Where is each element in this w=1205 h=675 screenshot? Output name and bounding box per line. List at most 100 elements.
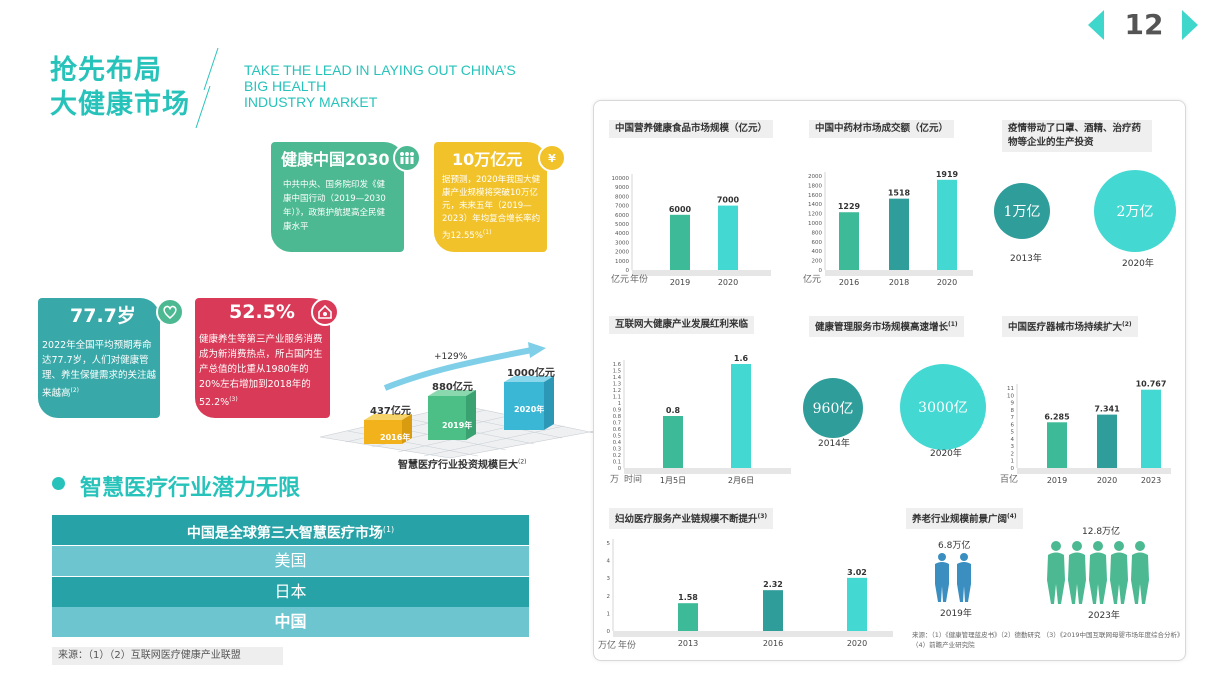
people-icon bbox=[393, 144, 421, 172]
card-tertiary-share: 52.5% 健康养生等第三产业服务消费成为新消费热点，所占国内生产总值的比重从1… bbox=[195, 298, 339, 418]
y-tick-label: 3 bbox=[607, 576, 611, 582]
internet-x-unit: 时间 bbox=[624, 475, 643, 485]
chart-title-epidemic: 疫情带动了口罩、酒精、治疗药物等企业的生产投资 bbox=[1002, 120, 1152, 152]
growth-arrow-icon bbox=[383, 347, 533, 391]
elderly-value-2023: 12.8万亿 bbox=[1082, 527, 1121, 537]
rank-row-japan: 日本 bbox=[52, 577, 529, 607]
bar-value-label: 1518 bbox=[888, 189, 911, 198]
y-tick-label: 0 bbox=[618, 466, 621, 472]
bar-value-label: 6000 bbox=[669, 205, 692, 214]
card-ten-trillion-note: (1) bbox=[482, 229, 492, 236]
y-tick-label: 400 bbox=[812, 249, 823, 255]
bubble-epidemic-2020-year: 2020年 bbox=[1122, 259, 1154, 269]
chart-title-device: 中国医疗器械市场持续扩大(2) bbox=[1002, 316, 1138, 338]
nutrition-y-unit: 亿元 bbox=[611, 275, 630, 285]
bar-value-label: 3.02 bbox=[847, 568, 867, 577]
chart-baseline bbox=[632, 270, 771, 276]
x-category-label: 2019 bbox=[670, 278, 690, 287]
home-heart-icon bbox=[311, 298, 339, 326]
title-line-1: 抢先布局 bbox=[50, 55, 162, 86]
prev-page-arrow-icon[interactable] bbox=[1088, 10, 1104, 40]
x-category-label: 2020 bbox=[1097, 476, 1117, 485]
chart-title-mgmt: 健康管理服务市场规模高速增长(1) bbox=[809, 316, 964, 338]
x-category-label: 2020 bbox=[847, 639, 867, 648]
y-tick-label: 0.5 bbox=[613, 434, 621, 440]
chart-title-device-note: (2) bbox=[1122, 321, 1132, 328]
y-tick-label: 1.3 bbox=[613, 382, 621, 388]
y-tick-label: 0 bbox=[626, 268, 630, 274]
y-tick-label: 2 bbox=[607, 594, 611, 600]
y-tick-label: 1200 bbox=[808, 212, 822, 218]
chart-title-mgmt-text: 健康管理服务市场规模高速增长 bbox=[815, 322, 949, 334]
next-page-arrow-icon[interactable] bbox=[1182, 10, 1198, 40]
y-tick-label: 1.2 bbox=[613, 388, 621, 394]
chart-title-mgmt-note: (1) bbox=[948, 321, 958, 328]
bubble-epidemic-2020: 2万亿 bbox=[1094, 170, 1176, 252]
y-tick-label: 10000 bbox=[612, 176, 630, 182]
bar-value-label: 7000 bbox=[717, 196, 740, 205]
bar-2016 bbox=[763, 590, 783, 631]
x-category-label: 2020 bbox=[937, 278, 957, 287]
y-tick-label: 800 bbox=[812, 230, 823, 236]
y-tick-label: 9 bbox=[1011, 401, 1015, 407]
y-tick-label: 2000 bbox=[615, 250, 629, 256]
y-tick-label: 1.5 bbox=[613, 369, 621, 375]
bubble-mgmt-2020: 3000亿 bbox=[900, 364, 986, 450]
chart-title-maternal-note: (3) bbox=[757, 513, 768, 520]
card-health-china-2030-head: 健康中国2030 bbox=[281, 150, 390, 169]
bar-2023 bbox=[1141, 389, 1161, 468]
invest-caption: 智慧医疗行业投资规模巨大(2) bbox=[398, 456, 527, 471]
chart-baseline bbox=[1017, 468, 1171, 474]
bar-value-label: 1.6 bbox=[734, 354, 749, 363]
y-tick-label: 0 bbox=[1011, 466, 1015, 472]
x-category-label: 2023 bbox=[1141, 476, 1161, 485]
device-y-unit: 百亿 bbox=[1000, 475, 1019, 485]
y-tick-label: 1000 bbox=[615, 259, 629, 265]
bubble-mgmt-2020-year: 2020年 bbox=[930, 449, 962, 459]
y-tick-label: 0.8 bbox=[613, 414, 621, 420]
card-tertiary-share-body: 健康养生等第三产业服务消费成为新消费热点，所占国内生产总值的比重从1980年的2… bbox=[199, 334, 323, 409]
y-tick-label: 0.3 bbox=[613, 447, 621, 453]
y-tick-label: 1400 bbox=[808, 202, 822, 208]
invest-year-2020: 2020年 bbox=[514, 405, 545, 414]
bar-2020 bbox=[1097, 414, 1117, 468]
y-tick-label: 4000 bbox=[615, 231, 629, 237]
chart-title-device-text: 中国医疗器械市场持续扩大 bbox=[1008, 322, 1123, 334]
y-tick-label: 1 bbox=[618, 401, 621, 407]
bar-2020 bbox=[937, 179, 957, 270]
card-ten-trillion-text: 据预测，2020年我国大健康产业规模将突破10万亿元，未来五年（2019—202… bbox=[442, 174, 542, 243]
y-tick-label: 8 bbox=[1011, 408, 1015, 414]
investment-illustration bbox=[319, 342, 595, 459]
y-tick-label: 1600 bbox=[808, 193, 822, 199]
card-life-expectancy-note: (2) bbox=[70, 387, 80, 394]
y-tick-label: 0.6 bbox=[613, 427, 621, 433]
invest-year-2019: 2019年 bbox=[442, 421, 473, 430]
y-tick-label: 0.9 bbox=[613, 408, 621, 414]
bar-1月5日 bbox=[663, 416, 683, 468]
title-line-2: 大健康市场 bbox=[50, 89, 190, 120]
bar-value-label: 1.58 bbox=[678, 593, 698, 602]
elderly-year-2023: 2023年 bbox=[1088, 611, 1120, 621]
y-tick-label: 0.4 bbox=[613, 440, 622, 446]
elderly-value-2019: 6.8万亿 bbox=[938, 541, 971, 551]
bar-value-label: 1919 bbox=[936, 170, 959, 179]
subtitle-line-2: BIG HEALTH bbox=[244, 78, 327, 94]
bullet-dot-icon bbox=[52, 477, 65, 490]
tcm-y-unit: 亿元 bbox=[803, 275, 822, 285]
y-tick-label: 5 bbox=[607, 541, 611, 547]
y-tick-label: 9000 bbox=[615, 185, 629, 191]
chart-baseline bbox=[624, 468, 791, 474]
chart-tcm: 0 200 400 600 800 1000 1200 1400 1600 1800 2000 122… bbox=[808, 170, 973, 287]
title-divider-icon bbox=[195, 47, 219, 129]
y-tick-label: 1000 bbox=[808, 221, 822, 227]
y-tick-label: 3000 bbox=[615, 240, 629, 246]
card-life-expectancy-text: 2022年全国平均预期寿命达77.7岁，人们对健康管理、养生保健需求的关注越来越… bbox=[42, 338, 158, 401]
y-tick-label: 7000 bbox=[615, 204, 629, 210]
bar-2020 bbox=[718, 205, 738, 270]
subtitle-line-3: INDUSTRY MARKET bbox=[244, 94, 378, 110]
chart-nutrition: 0 1000 2000 3000 4000 5000 6000 7000 8000 9000 100… bbox=[612, 174, 771, 287]
invest-caption-note: (2) bbox=[518, 458, 527, 466]
y-tick-label: 11 bbox=[1007, 386, 1014, 392]
chart-title-elderly-note: (4) bbox=[1007, 513, 1017, 520]
chart-title-maternal-text: 妇幼医疗服务产业链规模不断提升 bbox=[615, 514, 758, 526]
